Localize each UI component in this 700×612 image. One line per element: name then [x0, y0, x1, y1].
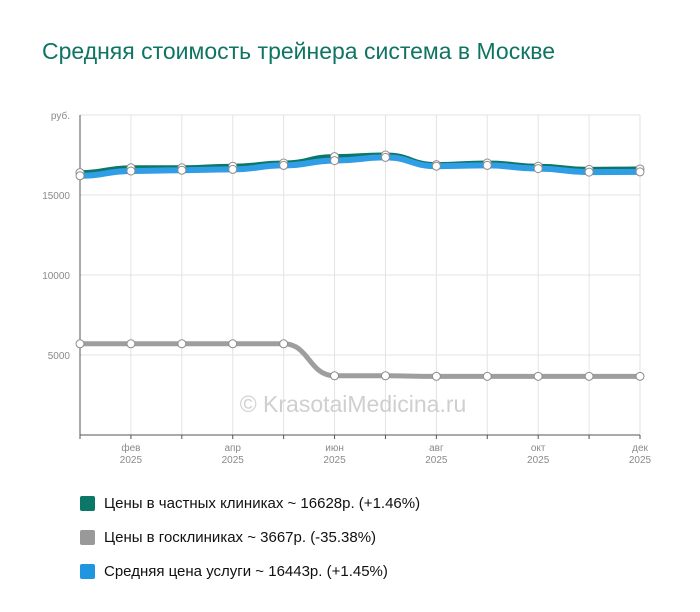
data-point-2	[635, 167, 645, 177]
watermark: © KrasotaiMedicina.ru	[240, 391, 467, 417]
series	[77, 152, 643, 379]
data-point-2	[482, 160, 492, 170]
data-point-1	[482, 371, 492, 381]
x-tick-year: 2025	[425, 455, 448, 466]
y-tick-label: 15000	[42, 191, 70, 202]
data-point-2	[126, 166, 136, 176]
data-point-1	[279, 339, 289, 349]
x-tick-year: 2025	[323, 455, 346, 466]
x-tick-label: июн	[325, 443, 344, 454]
data-point-1	[126, 339, 136, 349]
data-point-1	[380, 371, 390, 381]
data-point-2	[279, 160, 289, 170]
data-point-2	[228, 164, 238, 174]
x-tick-year: 2025	[120, 455, 143, 466]
legend: Цены в частных клиниках ~ 16628р. (+1.46…	[80, 486, 420, 588]
chart-title: Средняя стоимость трейнера система в Мос…	[42, 38, 556, 64]
legend-label-average: Средняя цена услуги ~ 16443р. (+1.45%)	[104, 562, 388, 580]
series-line-1	[77, 341, 643, 379]
x-tick-year: 2025	[222, 455, 245, 466]
data-point-2	[75, 171, 85, 181]
grid	[79, 114, 641, 435]
x-tick-label: апр	[224, 443, 241, 454]
legend-label-public: Цены в госклиниках ~ 3667р. (-35.38%)	[104, 528, 377, 546]
data-point-1	[431, 371, 441, 381]
x-tick-year: 2025	[527, 455, 550, 466]
data-point-1	[533, 371, 543, 381]
data-point-1	[177, 339, 187, 349]
x-tick-year: 2025	[629, 455, 652, 466]
data-point-2	[431, 161, 441, 171]
legend-item-average[interactable]: Средняя цена услуги ~ 16443р. (+1.45%)	[80, 554, 420, 588]
legend-item-private[interactable]: Цены в частных клиниках ~ 16628р. (+1.46…	[80, 486, 420, 520]
data-points	[75, 150, 645, 381]
data-point-1	[584, 371, 594, 381]
legend-swatch-public	[80, 529, 95, 545]
legend-swatch-private	[80, 495, 95, 511]
y-tick-label: руб.	[51, 110, 70, 122]
data-point-2	[177, 165, 187, 175]
data-point-1	[75, 339, 85, 349]
x-tick-label: окт	[531, 443, 546, 454]
data-point-2	[330, 156, 340, 166]
data-point-1	[635, 371, 645, 381]
x-tick-label: дек	[632, 443, 648, 454]
y-tick-label: 10000	[42, 271, 70, 282]
x-tick-label: авг	[429, 443, 444, 454]
data-point-2	[533, 164, 543, 174]
legend-item-public[interactable]: Цены в госклиниках ~ 3667р. (-35.38%)	[80, 520, 420, 554]
legend-swatch-average	[80, 563, 95, 579]
y-tick-label: 5000	[48, 351, 71, 362]
x-tick-label: фев	[121, 442, 140, 454]
data-point-1	[228, 339, 238, 349]
series-line-2	[77, 154, 643, 179]
data-point-1	[330, 371, 340, 381]
data-point-2	[380, 152, 390, 162]
legend-label-private: Цены в частных клиниках ~ 16628р. (+1.46…	[104, 494, 421, 512]
data-point-2	[584, 167, 594, 177]
